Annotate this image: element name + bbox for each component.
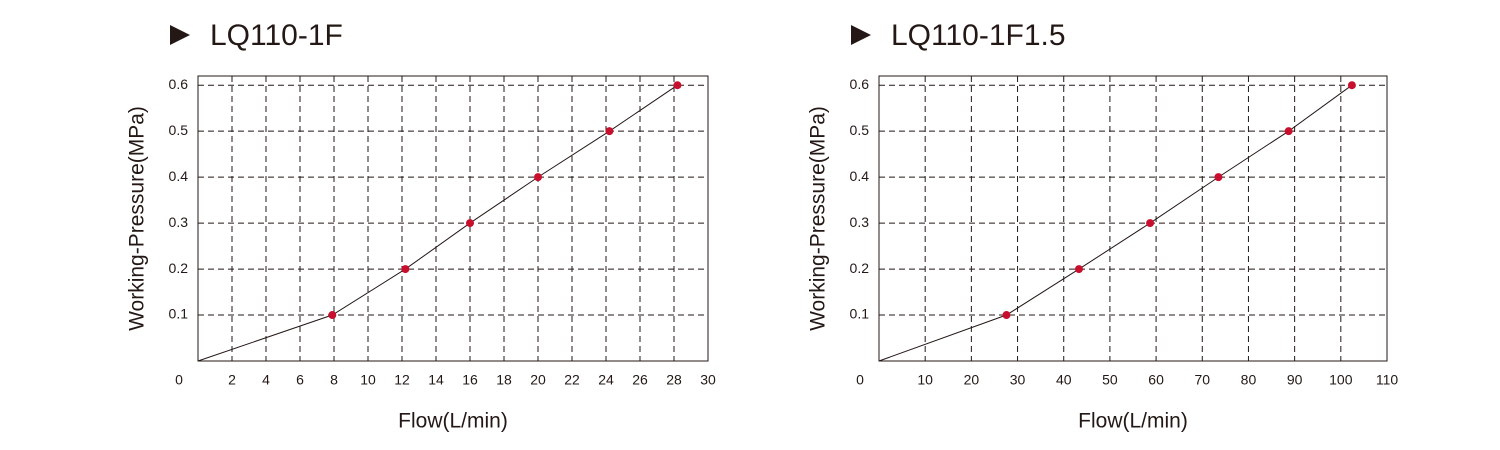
y-tick-label: 0.3 bbox=[169, 214, 189, 230]
plot-frame bbox=[878, 75, 1388, 362]
y-tick-label: 0.5 bbox=[169, 122, 189, 138]
y-tick-label: 0.3 bbox=[850, 214, 870, 230]
x-tick-label: 24 bbox=[598, 372, 614, 388]
x-tick-label: 90 bbox=[1287, 372, 1303, 388]
x-tick-label: 4 bbox=[262, 372, 270, 388]
data-point bbox=[1347, 81, 1356, 90]
x-tick-label: 22 bbox=[564, 372, 580, 388]
chart-title: LQ110-1F1.5 bbox=[891, 19, 1066, 52]
x-tick-label: 2 bbox=[228, 372, 236, 388]
data-point bbox=[605, 127, 614, 136]
data-point bbox=[328, 311, 337, 320]
y-tick-label: 0.2 bbox=[850, 260, 870, 276]
title-marker bbox=[851, 25, 871, 45]
x-tick-label: 70 bbox=[1194, 372, 1210, 388]
data-point bbox=[401, 265, 410, 274]
x-tick-label: 18 bbox=[496, 372, 512, 388]
x-tick-label: 10 bbox=[360, 372, 376, 388]
x-tick-label: 20 bbox=[964, 372, 980, 388]
y-tick-label: 0.1 bbox=[169, 306, 189, 322]
data-point bbox=[1284, 127, 1293, 136]
x-tick-label: 110 bbox=[1376, 372, 1399, 388]
y-tick-label: 0.4 bbox=[850, 168, 870, 184]
x-tick-label: 6 bbox=[296, 372, 304, 388]
x-tick-label: 40 bbox=[1056, 372, 1072, 388]
x-tick-label: 30 bbox=[1010, 372, 1026, 388]
data-point bbox=[466, 219, 474, 228]
x-tick-label: 30 bbox=[700, 372, 716, 388]
x-tick-label: 50 bbox=[1102, 372, 1118, 388]
y-tick-label: 0.6 bbox=[169, 76, 189, 92]
x-tick-label: 16 bbox=[462, 372, 478, 388]
y-axis-label: Working-Pressure(MPa) bbox=[807, 106, 830, 331]
x-tick-label: 12 bbox=[394, 372, 410, 388]
y-tick-label: 0.4 bbox=[169, 168, 189, 184]
x-tick-label: 0 bbox=[856, 372, 864, 388]
x-tick-label: 10 bbox=[917, 372, 933, 388]
y-tick-label: 0.6 bbox=[850, 76, 870, 92]
x-tick-label: 60 bbox=[1148, 372, 1164, 388]
y-tick-label: 0.1 bbox=[850, 306, 870, 322]
data-point bbox=[1214, 173, 1223, 182]
data-point bbox=[1146, 219, 1155, 228]
x-tick-label: 28 bbox=[666, 372, 682, 388]
plot-frame bbox=[197, 75, 709, 362]
y-axis-label: Working-Pressure(MPa) bbox=[126, 106, 149, 331]
title-marker bbox=[170, 25, 190, 45]
x-tick-label: 20 bbox=[530, 372, 546, 388]
x-axis-label: Flow(L/min) bbox=[1078, 410, 1188, 433]
x-tick-label: 0 bbox=[175, 372, 183, 388]
y-tick-label: 0.5 bbox=[850, 122, 870, 138]
x-tick-label: 80 bbox=[1241, 372, 1257, 388]
y-tick-label: 0.2 bbox=[169, 260, 189, 276]
data-point bbox=[1074, 265, 1083, 274]
x-tick-label: 100 bbox=[1329, 372, 1353, 388]
data-point bbox=[673, 81, 682, 90]
x-axis-label: Flow(L/min) bbox=[398, 410, 508, 433]
x-tick-label: 14 bbox=[428, 372, 444, 388]
x-tick-label: 8 bbox=[330, 372, 338, 388]
chart-title: LQ110-1F bbox=[210, 19, 343, 52]
data-point bbox=[534, 173, 542, 182]
x-tick-label: 26 bbox=[632, 372, 648, 388]
data-point bbox=[1002, 311, 1011, 320]
